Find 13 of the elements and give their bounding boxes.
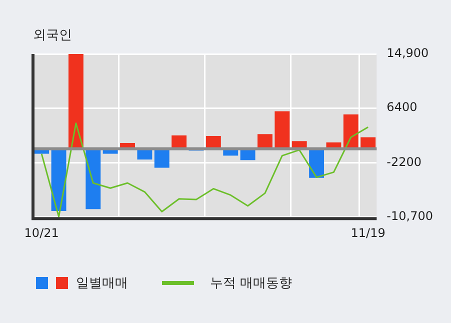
y-tick-label: 14,900 [386, 46, 429, 60]
bar [154, 148, 170, 168]
x-tick-label: 10/21 [24, 226, 59, 240]
bar [86, 148, 101, 210]
x-tick-label: 11/19 [350, 226, 386, 240]
y-tick-label: 6400 [386, 100, 418, 114]
legend-label: 누적 매매동향 [210, 275, 292, 292]
y-tick-label: -10,700 [386, 208, 434, 223]
y-tick-label: -2200 [386, 154, 422, 169]
chart-title: 외국인 [33, 27, 72, 44]
bar [274, 111, 290, 149]
bar [68, 54, 84, 149]
legend-label: 일별매매 [76, 275, 128, 292]
